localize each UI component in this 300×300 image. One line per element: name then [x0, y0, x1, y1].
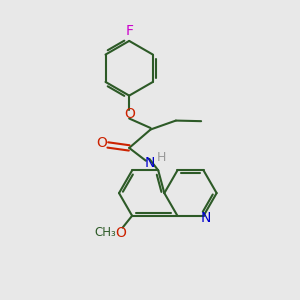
Text: CH₃: CH₃: [94, 226, 116, 239]
Text: N: N: [144, 156, 154, 170]
Text: H: H: [157, 151, 167, 164]
Text: N: N: [201, 211, 211, 225]
Text: O: O: [96, 136, 107, 151]
Text: F: F: [125, 24, 133, 38]
Text: O: O: [115, 226, 126, 240]
Text: O: O: [124, 107, 135, 121]
